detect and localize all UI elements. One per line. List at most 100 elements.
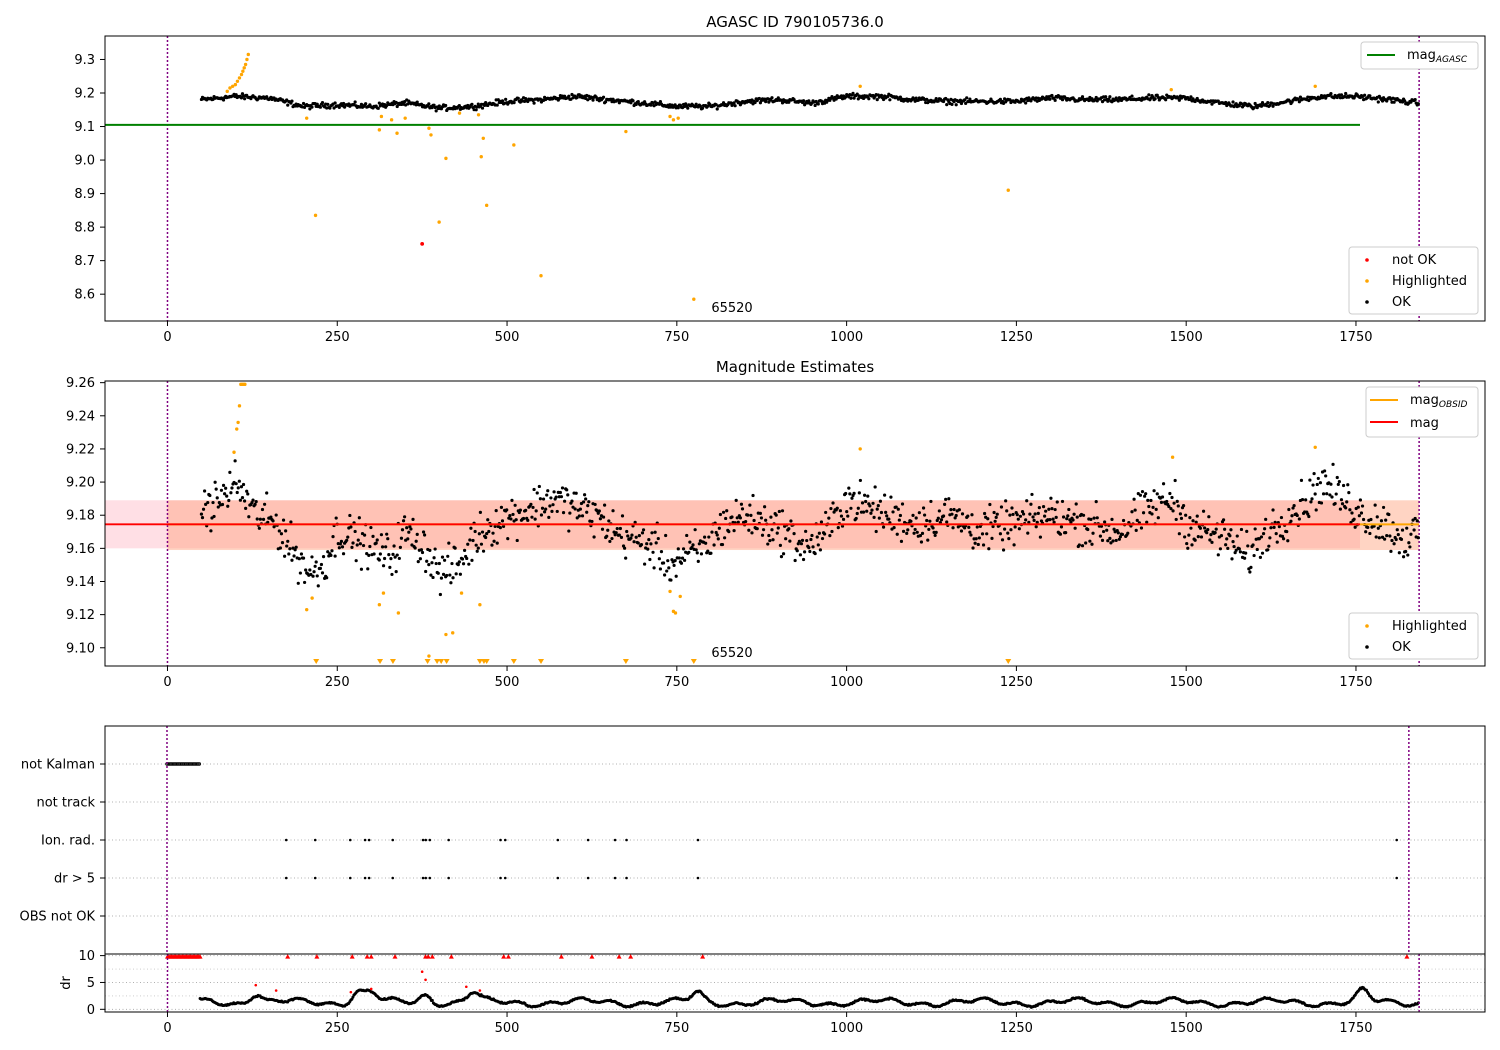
panel2-legend-lines[interactable]: magOBSID mag <box>1365 386 1479 438</box>
legend-box <box>1360 41 1479 70</box>
highlighted-point <box>381 591 386 595</box>
ok-point <box>1139 526 1144 530</box>
ok-point <box>799 542 804 546</box>
ok-point <box>225 494 229 498</box>
ok-point <box>1074 502 1078 506</box>
ok-point <box>477 532 481 536</box>
ok-point <box>353 529 357 534</box>
ok-point <box>237 479 241 483</box>
ok-point <box>331 534 335 539</box>
ok-point <box>357 516 361 520</box>
ok-point <box>1150 512 1154 516</box>
ok-point <box>615 526 619 531</box>
ok-point <box>759 516 764 520</box>
ok-point <box>921 506 926 510</box>
ok-point <box>1232 544 1236 549</box>
legend-box <box>1348 612 1479 660</box>
ok-point <box>816 543 820 547</box>
ok-point <box>672 563 676 568</box>
ok-point <box>1004 499 1008 503</box>
ok-point <box>808 549 812 554</box>
highlighted-clipped-marker <box>483 659 490 664</box>
ok-point <box>255 517 259 521</box>
ok-point <box>1029 502 1033 506</box>
ok-point <box>310 555 314 559</box>
ok-point <box>1134 528 1138 532</box>
ok-point <box>1338 507 1343 511</box>
ok-point <box>1144 492 1148 496</box>
x-tick-label: 250 <box>325 675 350 690</box>
ok-point <box>630 533 634 537</box>
x-tick-label: 500 <box>495 675 520 690</box>
x-tick-label: 1500 <box>1170 330 1203 345</box>
highlighted-point <box>459 591 464 595</box>
flag-point <box>556 876 560 880</box>
panel2-legend-points[interactable]: Highlighted OK <box>1348 612 1479 660</box>
ok-point <box>348 513 352 518</box>
ok-point <box>781 552 786 556</box>
ok-point <box>1147 93 1151 97</box>
ok-point <box>555 509 559 514</box>
ok-point <box>385 532 389 536</box>
ok-point <box>1277 525 1281 529</box>
ok-point <box>1228 534 1232 538</box>
ok-point <box>1108 95 1112 99</box>
highlighted-clipped-marker <box>389 659 396 664</box>
ok-point <box>1178 512 1183 516</box>
ok-point <box>776 526 780 530</box>
ok-point <box>1329 92 1333 96</box>
ok-point <box>1047 507 1051 511</box>
ok-point <box>326 102 330 106</box>
ok-point <box>1260 551 1265 555</box>
ok-point <box>991 524 995 529</box>
x-tick-label: 750 <box>664 1021 689 1036</box>
ok-point <box>1024 101 1028 105</box>
ok-point <box>537 484 541 489</box>
panel1-legend-points[interactable]: not OK Highlighted OK <box>1348 246 1479 315</box>
ok-point <box>1234 548 1238 552</box>
ok-point <box>241 482 246 487</box>
ok-point <box>329 553 333 557</box>
highlighted-clipped-marker <box>377 659 384 664</box>
ok-point <box>1210 102 1214 106</box>
ok-point <box>398 545 402 549</box>
ok-point <box>468 538 472 542</box>
ok-point <box>320 571 325 575</box>
ok-point <box>913 527 917 532</box>
highlighted-point <box>396 611 401 615</box>
ok-point <box>698 104 703 108</box>
panel2-frame <box>104 380 1486 667</box>
not-ok-point <box>420 241 425 246</box>
ok-point <box>319 562 324 567</box>
highlighted-clipped-marker <box>438 659 445 664</box>
ok-point <box>580 514 585 518</box>
ok-point <box>929 499 933 504</box>
ok-point <box>581 500 586 504</box>
ok-point <box>761 528 766 532</box>
ok-point <box>735 516 739 520</box>
ok-point <box>230 486 234 490</box>
ok-point <box>561 511 566 515</box>
y-tick-label: 9.20 <box>66 476 95 491</box>
highlighted-clipped-marker <box>443 659 450 664</box>
ok-point <box>858 478 863 483</box>
panel1-legend-lines[interactable]: magAGASC <box>1360 41 1479 70</box>
highlighted-point <box>305 607 309 612</box>
ok-point <box>714 530 718 535</box>
ok-point <box>1397 551 1401 555</box>
ok-point <box>846 514 850 518</box>
ok-point <box>1195 514 1199 518</box>
ok-point <box>383 556 387 561</box>
ok-point <box>603 503 607 507</box>
ok-point <box>476 546 480 550</box>
ok-point <box>1005 509 1009 513</box>
ok-point <box>688 540 692 544</box>
ok-point <box>1216 553 1220 557</box>
ok-point <box>234 93 238 97</box>
highlighted-point <box>377 602 382 607</box>
ok-point <box>1117 537 1121 541</box>
ok-point <box>730 515 734 519</box>
highlighted-point <box>225 89 229 94</box>
ok-point <box>870 508 874 512</box>
ok-point <box>1155 492 1159 496</box>
